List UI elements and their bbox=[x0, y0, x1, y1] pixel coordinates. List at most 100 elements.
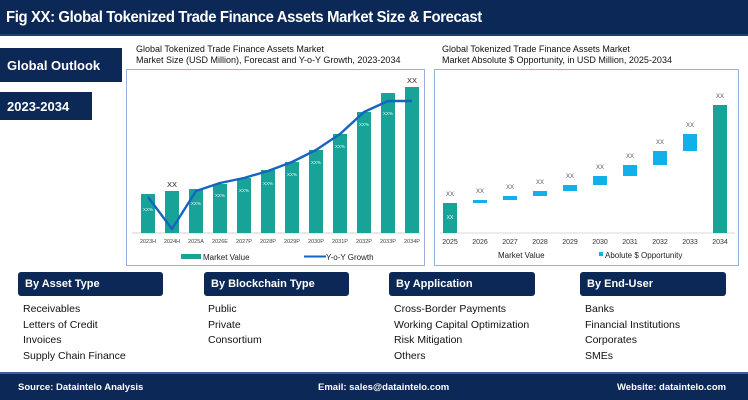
left-chart-title-line2: Market Size (USD Million), Forecast and … bbox=[136, 55, 401, 65]
legend-opportunity-label: Abolute $ Opportunity bbox=[605, 251, 682, 260]
segment-item: Supply Chain Finance bbox=[23, 349, 126, 362]
growth-pct-label: XX% bbox=[263, 181, 273, 186]
legend-market-value-label: Market Value bbox=[498, 251, 545, 260]
opportunity-bar bbox=[503, 196, 517, 200]
x-tick-label: 2025A bbox=[188, 239, 204, 245]
growth-pct-label: XX% bbox=[359, 122, 369, 127]
market-value-bar bbox=[141, 194, 155, 233]
x-tick-label: 2029P bbox=[284, 239, 300, 245]
x-tick-label: 2034 bbox=[712, 239, 728, 246]
segment-item: Others bbox=[394, 349, 426, 362]
footer-email: Email: sales@dataintelo.com bbox=[318, 382, 450, 393]
segment-item: Receivables bbox=[23, 303, 81, 315]
right-chart-title-line2: Market Absolute $ Opportunity, in USD Mi… bbox=[442, 55, 672, 65]
x-tick-label: 2026 bbox=[472, 239, 488, 246]
growth-pct-label: XX% bbox=[287, 172, 297, 177]
market-value-bar bbox=[713, 105, 727, 233]
x-tick-label: 2025 bbox=[442, 239, 458, 246]
x-tick-label: 2033P bbox=[380, 239, 396, 245]
segment-item: Working Capital Optimization bbox=[394, 318, 530, 331]
growth-pct-label: XX% bbox=[335, 144, 345, 149]
x-tick-label: 2028 bbox=[532, 239, 548, 246]
bar-value-label: XX bbox=[167, 180, 177, 189]
bar-value-label: XX bbox=[506, 185, 514, 191]
growth-pct-label: XX% bbox=[143, 207, 153, 212]
x-tick-label: 2027P bbox=[236, 239, 252, 245]
segment-item: Private bbox=[208, 318, 241, 331]
x-tick-label: 2028P bbox=[260, 239, 276, 245]
growth-pct-label: XX% bbox=[191, 201, 201, 206]
absolute-opportunity-chart: XX XX 2025 XX 2026 XX 2027 XX 2028 XX 2029 XX 2030 XX… bbox=[434, 69, 739, 266]
x-tick-label: 2024H bbox=[164, 239, 180, 245]
left-chart-title-line1: Global Tokenized Trade Finance Assets Ma… bbox=[136, 44, 324, 54]
bar-value-label: XX bbox=[407, 76, 417, 85]
figure-title: Fig XX: Global Tokenized Trade Finance A… bbox=[6, 9, 482, 26]
opportunity-bar bbox=[593, 176, 607, 185]
x-tick-label: 2023H bbox=[140, 239, 156, 245]
segment-item: Public bbox=[208, 303, 237, 315]
x-tick-label: 2034P bbox=[404, 239, 420, 245]
opportunity-bar bbox=[623, 165, 637, 176]
x-tick-label: 2030P bbox=[308, 239, 324, 245]
x-tick-label: 2031P bbox=[332, 239, 348, 245]
bar-value-label: XX bbox=[446, 192, 454, 198]
market-value-bar bbox=[333, 134, 347, 233]
x-tick-label: 2030 bbox=[592, 239, 608, 246]
x-tick-label: 2029 bbox=[562, 239, 578, 246]
x-tick-label: 2031 bbox=[622, 239, 638, 246]
footer-website: Website: dataintelo.com bbox=[617, 382, 727, 393]
x-tick-label: 2033 bbox=[682, 239, 698, 246]
right-chart-title: Global Tokenized Trade Finance Assets Ma… bbox=[442, 44, 672, 66]
x-tick-label: 2032P bbox=[356, 239, 372, 245]
market-value-bar bbox=[261, 170, 275, 233]
legend-market-value-swatch bbox=[181, 254, 201, 259]
segment-list-asset-type: Receivables Letters of Credit Invoices S… bbox=[23, 302, 126, 364]
x-tick-label: 2032 bbox=[652, 239, 668, 246]
bar-value-label: XX bbox=[566, 174, 574, 180]
global-outlook-tag: Global Outlook bbox=[0, 48, 122, 82]
market-value-bar bbox=[381, 93, 395, 233]
market-value-bar bbox=[357, 112, 371, 233]
market-value-bar bbox=[443, 203, 457, 233]
bar-value-label: XX bbox=[656, 140, 664, 146]
year-range-tag: 2023-2034 bbox=[0, 92, 92, 120]
opportunity-bar bbox=[473, 200, 487, 203]
segment-item: Risk Mitigation bbox=[394, 334, 463, 346]
bar-value-label: XX bbox=[596, 165, 604, 171]
segment-item: Cross-Border Payments bbox=[394, 303, 507, 315]
absolute-opportunity-chart-svg: XX XX 2025 XX 2026 XX 2027 XX 2028 XX 2029 XX 2030 XX… bbox=[440, 94, 735, 260]
bar-value-label: XX bbox=[476, 189, 484, 195]
market-value-bar bbox=[237, 178, 251, 233]
segment-item: Consortium bbox=[208, 334, 262, 346]
opportunity-bar bbox=[653, 151, 667, 165]
market-value-bar bbox=[309, 150, 323, 233]
market-value-bar bbox=[285, 162, 299, 233]
segment-item: Invoices bbox=[23, 334, 62, 346]
growth-pct-label: XX% bbox=[239, 188, 249, 193]
market-value-bar bbox=[405, 87, 419, 233]
footer-bar: Source: Dataintelo Analysis Email: sales… bbox=[0, 372, 748, 400]
market-value-bar bbox=[165, 191, 179, 233]
segment-list-application: Cross-Border Payments Working Capital Op… bbox=[394, 302, 529, 364]
legend-opportunity-swatch bbox=[599, 252, 603, 256]
market-size-chart-svg: 2023H XX% 2024H XX 2025A XX% 2026E XX% 2027P XX% 2… bbox=[132, 76, 421, 262]
segment-item: Corporates bbox=[585, 334, 637, 346]
bar-value-label: XX bbox=[536, 180, 544, 186]
segment-item: SMEs bbox=[585, 349, 614, 362]
growth-pct-label: XX% bbox=[311, 160, 321, 165]
growth-pct-label: XX% bbox=[383, 111, 393, 116]
opportunity-bar bbox=[683, 134, 697, 151]
growth-pct-label: XX% bbox=[215, 193, 225, 198]
bar-inner-label: XX bbox=[447, 215, 454, 221]
segment-item: Letters of Credit bbox=[23, 318, 98, 331]
market-value-bar bbox=[213, 184, 227, 233]
opportunity-bar bbox=[563, 185, 577, 191]
legend-market-value-label: Market Value bbox=[203, 253, 250, 262]
segment-list-end-user: Banks Financial Institutions Corporates … bbox=[585, 302, 680, 364]
segment-header-asset-type: By Asset Type bbox=[18, 272, 163, 296]
segment-item: Banks bbox=[585, 303, 615, 315]
market-size-chart: 2023H XX% 2024H XX 2025A XX% 2026E XX% 2027P XX% 2… bbox=[126, 69, 425, 266]
segment-list-blockchain-type: Public Private Consortium bbox=[208, 302, 262, 349]
yoy-growth-line bbox=[147, 99, 412, 231]
legend-growth-label: Y-o-Y Growth bbox=[326, 253, 374, 262]
